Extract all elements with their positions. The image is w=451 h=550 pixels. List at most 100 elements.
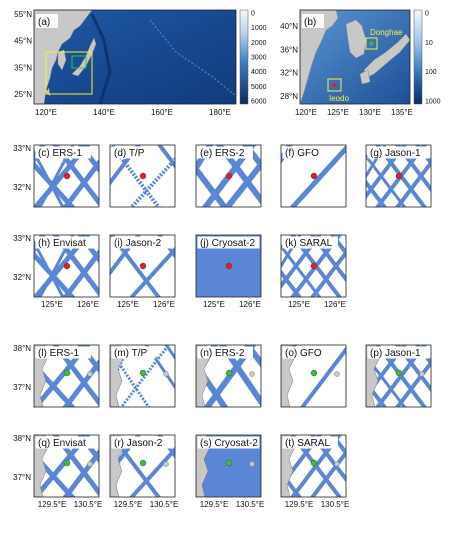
- lat-tick-label: 37°N: [13, 473, 31, 482]
- map-a-inset-box: [71, 55, 87, 69]
- island-land: [87, 461, 93, 467]
- panel-label: (n) ERS-2: [200, 348, 245, 359]
- panel-label-box: [111, 346, 156, 359]
- donghae-site-marker: [225, 369, 233, 377]
- panel-label: (p) Jason-1: [370, 348, 421, 359]
- panel-label-box: [282, 236, 338, 249]
- island-land: [249, 371, 255, 377]
- lat-tick-label: 55°N: [14, 10, 32, 19]
- panel-frame: [365, 144, 432, 208]
- donghae-site-marker: [225, 459, 233, 467]
- lon-tick-label: 135°E: [391, 108, 413, 117]
- panel-frame: [195, 234, 262, 298]
- lat-tick-label: 35°N: [14, 63, 32, 72]
- lat-tick-label: 32°N: [280, 69, 298, 78]
- map-a-ridge: [149, 19, 237, 97]
- panel-label-box: [111, 146, 156, 159]
- panel-r: (r) Jason-2: [109, 434, 176, 498]
- panel-frame: [33, 234, 100, 298]
- map-b-land-china: [299, 9, 339, 105]
- donghae-site-marker: [395, 369, 403, 377]
- panel-label: (m) T/P: [114, 348, 147, 359]
- altimeter-track: [164, 345, 175, 361]
- ieodo-site-marker: [225, 172, 233, 180]
- panel-label: (t) SARAL: [285, 438, 330, 449]
- donghae-site-marker: [139, 459, 147, 467]
- panel-frame: [195, 434, 262, 498]
- donghae-site-marker: [310, 459, 318, 467]
- panel-n: (n) ERS-2: [195, 344, 262, 408]
- panel-label-box: [367, 346, 430, 359]
- map-a-lat-ticks: 55°N 45°N 35°N 25°N: [14, 10, 32, 99]
- map-b-label-box: [302, 14, 324, 28]
- panel-frame: [109, 234, 176, 298]
- donghae-site-marker: [369, 41, 374, 46]
- map-b-lat-ticks: 40°N 36°N 32°N 28°N: [280, 22, 298, 101]
- panel-label: (g) Jason-1: [370, 148, 421, 159]
- lat-tick-label: 32°N: [13, 183, 31, 192]
- panel-h: (h) Envisat: [33, 234, 100, 298]
- altimeter-track: [330, 435, 346, 457]
- altimeter-track: [310, 249, 346, 297]
- panel-k: (k) SARAL: [280, 234, 347, 298]
- lon-tick-label: 125°E: [117, 300, 139, 309]
- island-land: [163, 461, 169, 467]
- lat-tick-label: 37°N: [13, 383, 31, 392]
- panel-f: (f) GFO: [280, 144, 347, 208]
- panel-frame: [195, 144, 262, 208]
- lon-tick-label: 130.5°E: [74, 500, 103, 509]
- panel-label-box: [111, 436, 174, 449]
- colorbar-tick-label: 100: [425, 69, 437, 76]
- panel-label: (r) Jason-2: [114, 438, 163, 449]
- panel-frame: [109, 344, 176, 408]
- island-land: [419, 371, 425, 377]
- ieodo-site-marker: [332, 83, 337, 87]
- altimeter-track: [62, 158, 99, 207]
- island-land: [87, 371, 93, 377]
- map-b-land-korea: [345, 19, 367, 59]
- altimeter-track: [395, 159, 431, 207]
- lat-tick-label: 38°N: [13, 344, 31, 353]
- island-land: [334, 371, 340, 377]
- panel-label: (i) Jason-2: [114, 238, 162, 249]
- colorbar-a: [239, 9, 249, 105]
- colorbar-tick-label: 6000: [251, 99, 267, 106]
- lon-tick-label: 120°E: [295, 108, 317, 117]
- panel-label: (e) ERS-2: [200, 148, 245, 159]
- panel-label: (d) T/P: [114, 148, 145, 159]
- panel-label-box: [35, 146, 91, 159]
- map-a-frame: [33, 9, 237, 105]
- altimeter-track: [62, 248, 99, 297]
- panel-t: (t) SARAL: [280, 434, 347, 498]
- island-land: [334, 461, 340, 467]
- map-a-trench: [90, 13, 112, 105]
- panel-c: (c) ERS-1: [33, 144, 100, 208]
- lon-tick-label: 130°E: [359, 108, 381, 117]
- lon-tick-label: 129.5°E: [38, 500, 67, 509]
- panel-frame: [280, 144, 347, 208]
- panel-label-box: [35, 236, 98, 249]
- donghae-site-box: [365, 37, 378, 50]
- lon-tick-label: 160°E: [151, 108, 173, 117]
- panel-s: (s) Cryosat-2: [195, 434, 262, 498]
- panel-frame: [280, 344, 347, 408]
- altimeter-track: [34, 251, 76, 297]
- altimeter-track: [110, 347, 151, 407]
- colorbar-tick-label: 1000: [425, 99, 441, 106]
- panel-label: (f) GFO: [285, 148, 319, 159]
- altimeter-track: [34, 161, 76, 207]
- altimeter-track: [281, 243, 322, 297]
- panel-label: (s) Cryosat-2: [200, 438, 258, 449]
- overview-panel-b: 40°N 36°N 32°N 28°N 120°E 125°E 130°E 135°E (b…: [280, 9, 441, 117]
- panel-label-box: [197, 346, 253, 359]
- lat-tick-label: 25°N: [14, 90, 32, 99]
- island-land: [163, 371, 169, 377]
- colorbar-tick-label: 10: [425, 40, 433, 47]
- panel-label-box: [111, 236, 174, 249]
- panel-l: (l) ERS-1: [33, 344, 100, 408]
- lat-tick-label: 45°N: [14, 37, 32, 46]
- panel-label-box: [197, 236, 260, 249]
- panel-label-box: [282, 346, 327, 359]
- panel-p: (p) Jason-1: [365, 344, 432, 408]
- ieodo-site-marker: [310, 262, 318, 270]
